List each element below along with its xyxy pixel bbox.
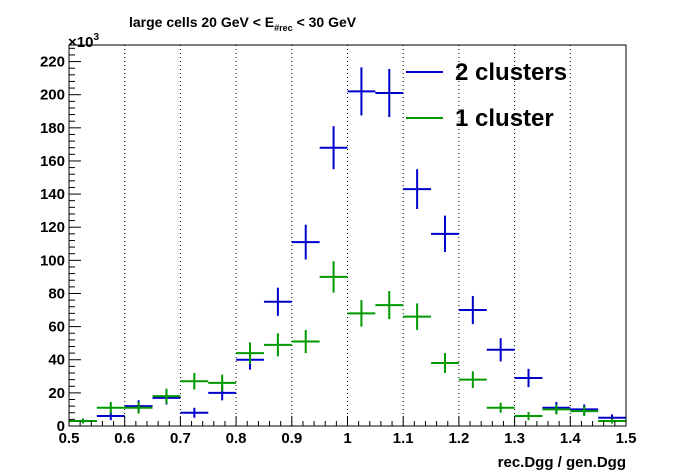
y-tick-label-1: 20: [48, 385, 65, 402]
chart-title: large cells 20 GeV < E#rec < 30 GeV: [129, 14, 357, 33]
series-layer: [69, 67, 626, 424]
x-tick-label-8: 1.3: [504, 430, 525, 447]
x-tick-label-3: 0.8: [226, 430, 247, 447]
y-axis-multiplier-exponent: 3: [93, 32, 99, 43]
y-tick-label-11: 220: [40, 54, 65, 71]
y-tick-label-8: 160: [40, 153, 65, 170]
y-axis-multiplier-base: ×10: [68, 34, 93, 51]
y-tick-label-3: 60: [48, 319, 65, 336]
chart-title-subscript: #rec: [274, 23, 293, 33]
x-tick-label-1: 0.6: [114, 430, 135, 447]
x-axis-label: rec.Dgg / gen.Dgg: [498, 454, 626, 471]
x-tick-label-9: 1.4: [560, 430, 582, 447]
x-tick-label-6: 1.1: [393, 430, 414, 447]
y-axis-multiplier: ×103: [68, 32, 99, 51]
x-tick-label-4: 0.9: [281, 430, 302, 447]
chart-title-suffix: < 30 GeV: [293, 14, 357, 30]
y-tick-label-2: 40: [48, 352, 65, 369]
x-tick-label-7: 1.2: [448, 430, 469, 447]
x-tick-label-5: 1: [343, 430, 351, 447]
x-tick-label-2: 0.7: [170, 430, 191, 447]
y-tick-label-4: 80: [48, 285, 65, 302]
y-tick-label-10: 200: [40, 87, 65, 104]
y-tick-label-0: 0: [57, 418, 65, 435]
legend: 2 clusters 1 cluster: [406, 59, 567, 132]
x-tick-label-0: 0.5: [59, 430, 80, 447]
y-tick-label-6: 120: [40, 219, 65, 236]
x-tick-label-10: 1.5: [616, 430, 637, 447]
chart-title-prefix: large cells 20 GeV < E: [129, 14, 274, 30]
y-tick-label-7: 140: [40, 186, 65, 203]
legend-label-2: 1 cluster: [455, 105, 554, 132]
series-2: [69, 261, 626, 424]
legend-label-1: 2 clusters: [455, 59, 567, 86]
y-tick-label-9: 180: [40, 120, 65, 137]
axis-layer: 0.5 0.6 0.7 0.8 0.9 1 1.1 1.2 1.3 1.4 1.5 0 20 40 60 80…: [40, 47, 637, 447]
y-tick-label-5: 100: [40, 252, 65, 269]
